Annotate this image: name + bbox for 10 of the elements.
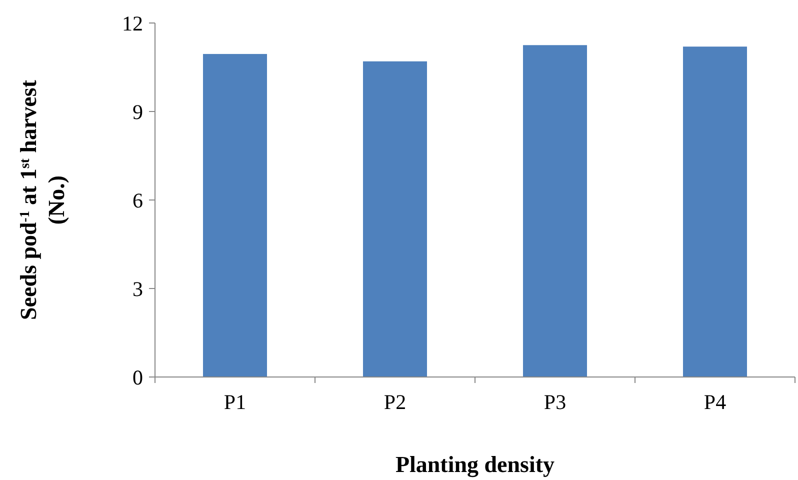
x-tick-label: P3	[544, 390, 566, 414]
x-axis-title: Planting density	[395, 452, 556, 478]
y-tick-label: 12	[122, 11, 143, 36]
y-tick-label: 3	[132, 276, 143, 301]
y-tick-label: 0	[132, 365, 143, 390]
x-tick-label: P1	[224, 390, 246, 414]
y-tick-label: 9	[132, 100, 143, 124]
y-tick-label: 6	[132, 188, 143, 212]
x-tick-label: P4	[704, 390, 727, 414]
x-tick-label: P2	[384, 390, 406, 414]
